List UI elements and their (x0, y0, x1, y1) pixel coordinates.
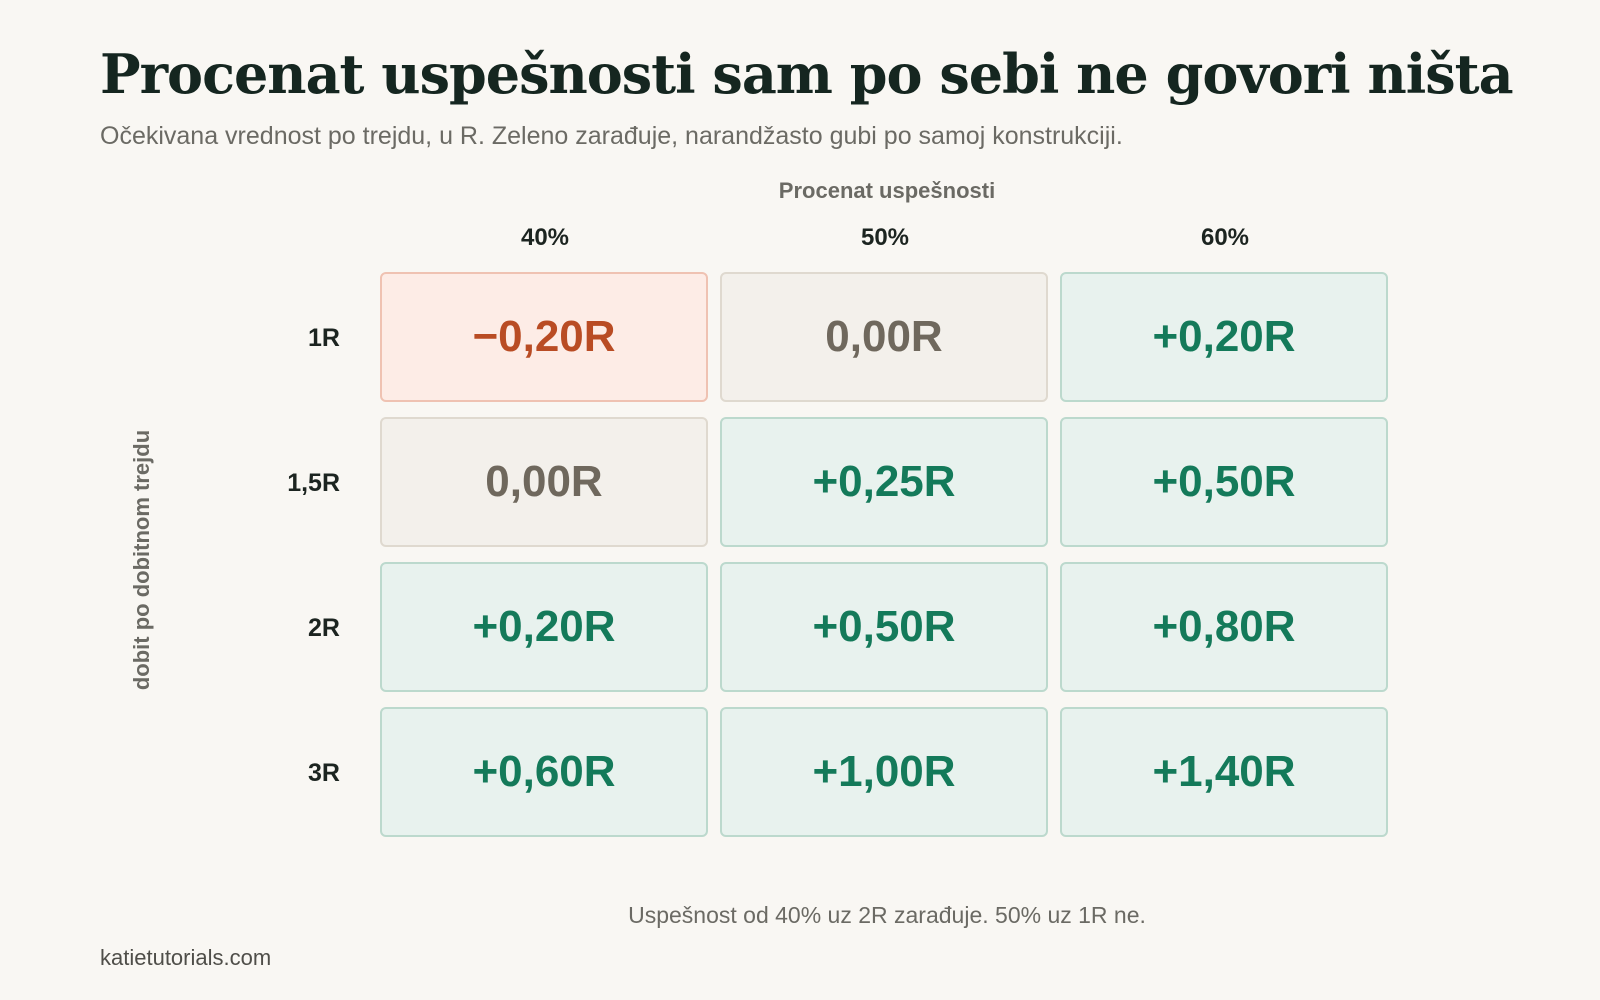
heatmap-cell: +0,80R (1060, 562, 1388, 692)
y-axis-title: dobit po dobitnom trejdu (129, 429, 154, 691)
column-label: 40% (520, 224, 570, 251)
heatmap-cell: −0,20R (380, 272, 708, 402)
row-label: 1R (308, 324, 340, 352)
chart-subtitle: Očekivana vrednost po trejdu, u R. Zelen… (100, 122, 1123, 150)
heatmap-cell: +0,50R (720, 562, 1048, 692)
heatmap-cell: +0,20R (1060, 272, 1388, 402)
heatmap-cell: +0,50R (1060, 417, 1388, 547)
column-label: 60% (1200, 224, 1250, 251)
heatmap-cell: +0,25R (720, 417, 1048, 547)
row-label: 2R (308, 614, 340, 642)
heatmap-cell: 0,00R (380, 417, 708, 547)
heatmap-cell: +1,40R (1060, 707, 1388, 837)
footnote: Uspešnost od 40% uz 2R zarađuje. 50% uz … (628, 902, 1146, 928)
source-credit: katietutorials.com (100, 945, 272, 970)
heatmap-cell: +1,00R (720, 707, 1048, 837)
x-axis-title: Procenat uspešnosti (778, 178, 996, 203)
heatmap-cell: 0,00R (720, 272, 1048, 402)
row-label: 1,5R (287, 469, 340, 497)
heatmap-cell: +0,20R (380, 562, 708, 692)
chart-title: Procenat uspešnosti sam po sebi ne govor… (100, 42, 1514, 106)
heatmap-cell: +0,60R (380, 707, 708, 837)
column-label: 50% (860, 224, 910, 251)
row-label: 3R (308, 759, 340, 787)
